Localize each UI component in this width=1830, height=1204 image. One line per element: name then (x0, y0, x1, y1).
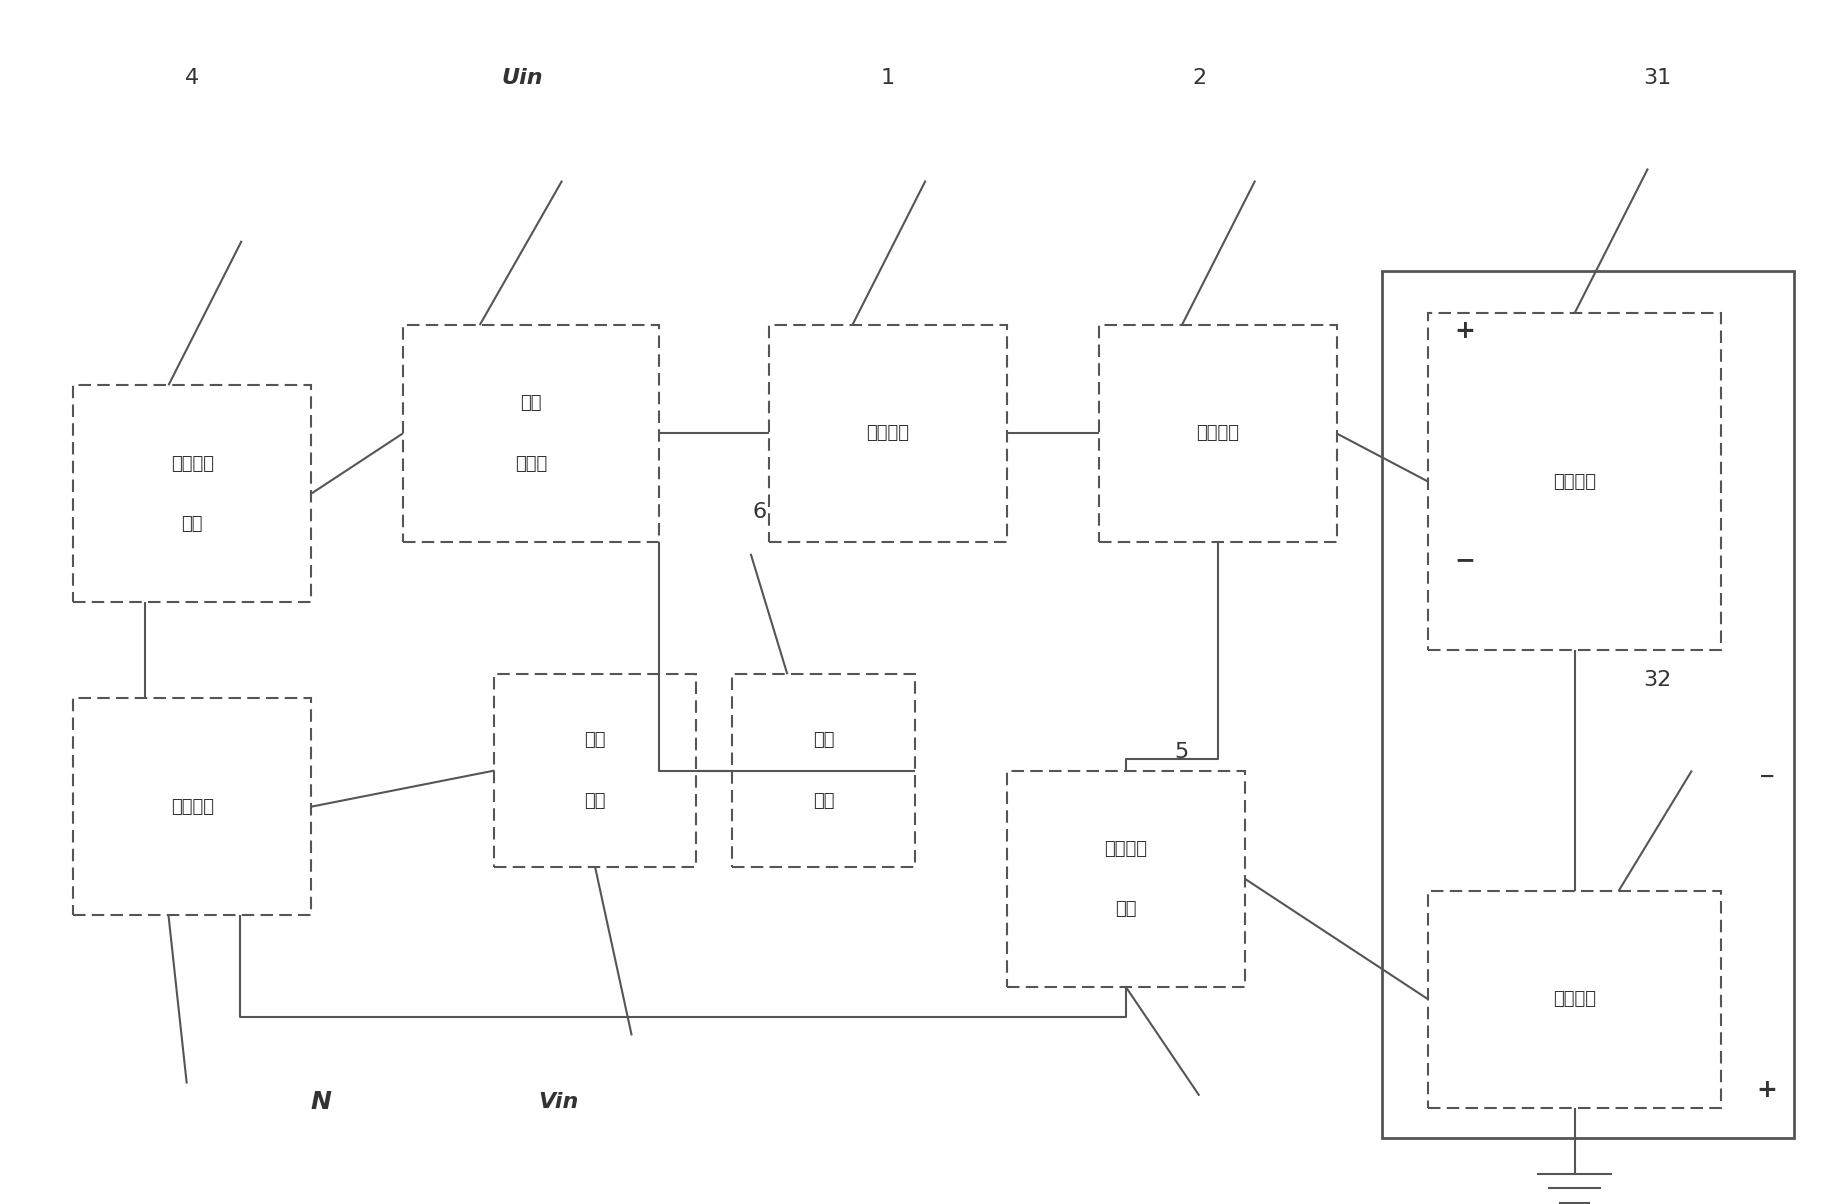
Text: 电流取样: 电流取样 (1103, 840, 1147, 857)
Text: 输入端: 输入端 (514, 455, 547, 472)
Text: 整流模块: 整流模块 (1195, 425, 1239, 442)
FancyBboxPatch shape (73, 385, 311, 602)
FancyBboxPatch shape (73, 698, 311, 915)
Text: 32: 32 (1642, 671, 1671, 690)
Text: −: − (1453, 548, 1475, 572)
FancyBboxPatch shape (403, 325, 659, 542)
FancyBboxPatch shape (1007, 771, 1244, 987)
FancyBboxPatch shape (1098, 325, 1336, 542)
Text: 模块: 模块 (813, 792, 834, 809)
Text: 4: 4 (185, 69, 199, 88)
Text: 恒压: 恒压 (584, 732, 606, 749)
Text: N: N (309, 1090, 331, 1114)
Text: 模块: 模块 (181, 515, 203, 532)
FancyBboxPatch shape (1427, 891, 1720, 1108)
Text: 1: 1 (880, 69, 895, 88)
Text: 电压: 电压 (520, 395, 542, 412)
Text: 耦合模块: 耦合模块 (866, 425, 910, 442)
Text: 5: 5 (1173, 743, 1188, 762)
FancyBboxPatch shape (769, 325, 1007, 542)
Text: Vin: Vin (538, 1092, 578, 1111)
Text: +: + (1755, 1078, 1777, 1102)
Text: −: − (1759, 767, 1773, 786)
Text: Uin: Uin (501, 69, 542, 88)
Text: 功耗模块: 功耗模块 (1552, 473, 1596, 490)
FancyBboxPatch shape (732, 674, 915, 867)
Text: 功耗模块: 功耗模块 (1552, 991, 1596, 1008)
Text: 保护: 保护 (813, 732, 834, 749)
FancyBboxPatch shape (1427, 313, 1720, 650)
Text: 31: 31 (1642, 69, 1671, 88)
Text: 电源: 电源 (584, 792, 606, 809)
Text: 模块: 模块 (1114, 901, 1136, 917)
Text: +: + (1453, 319, 1475, 343)
Text: 电压转换: 电压转换 (170, 455, 214, 472)
Text: 2: 2 (1191, 69, 1206, 88)
Text: 控制模块: 控制模块 (170, 798, 214, 815)
Text: 6: 6 (752, 502, 767, 521)
FancyBboxPatch shape (494, 674, 695, 867)
